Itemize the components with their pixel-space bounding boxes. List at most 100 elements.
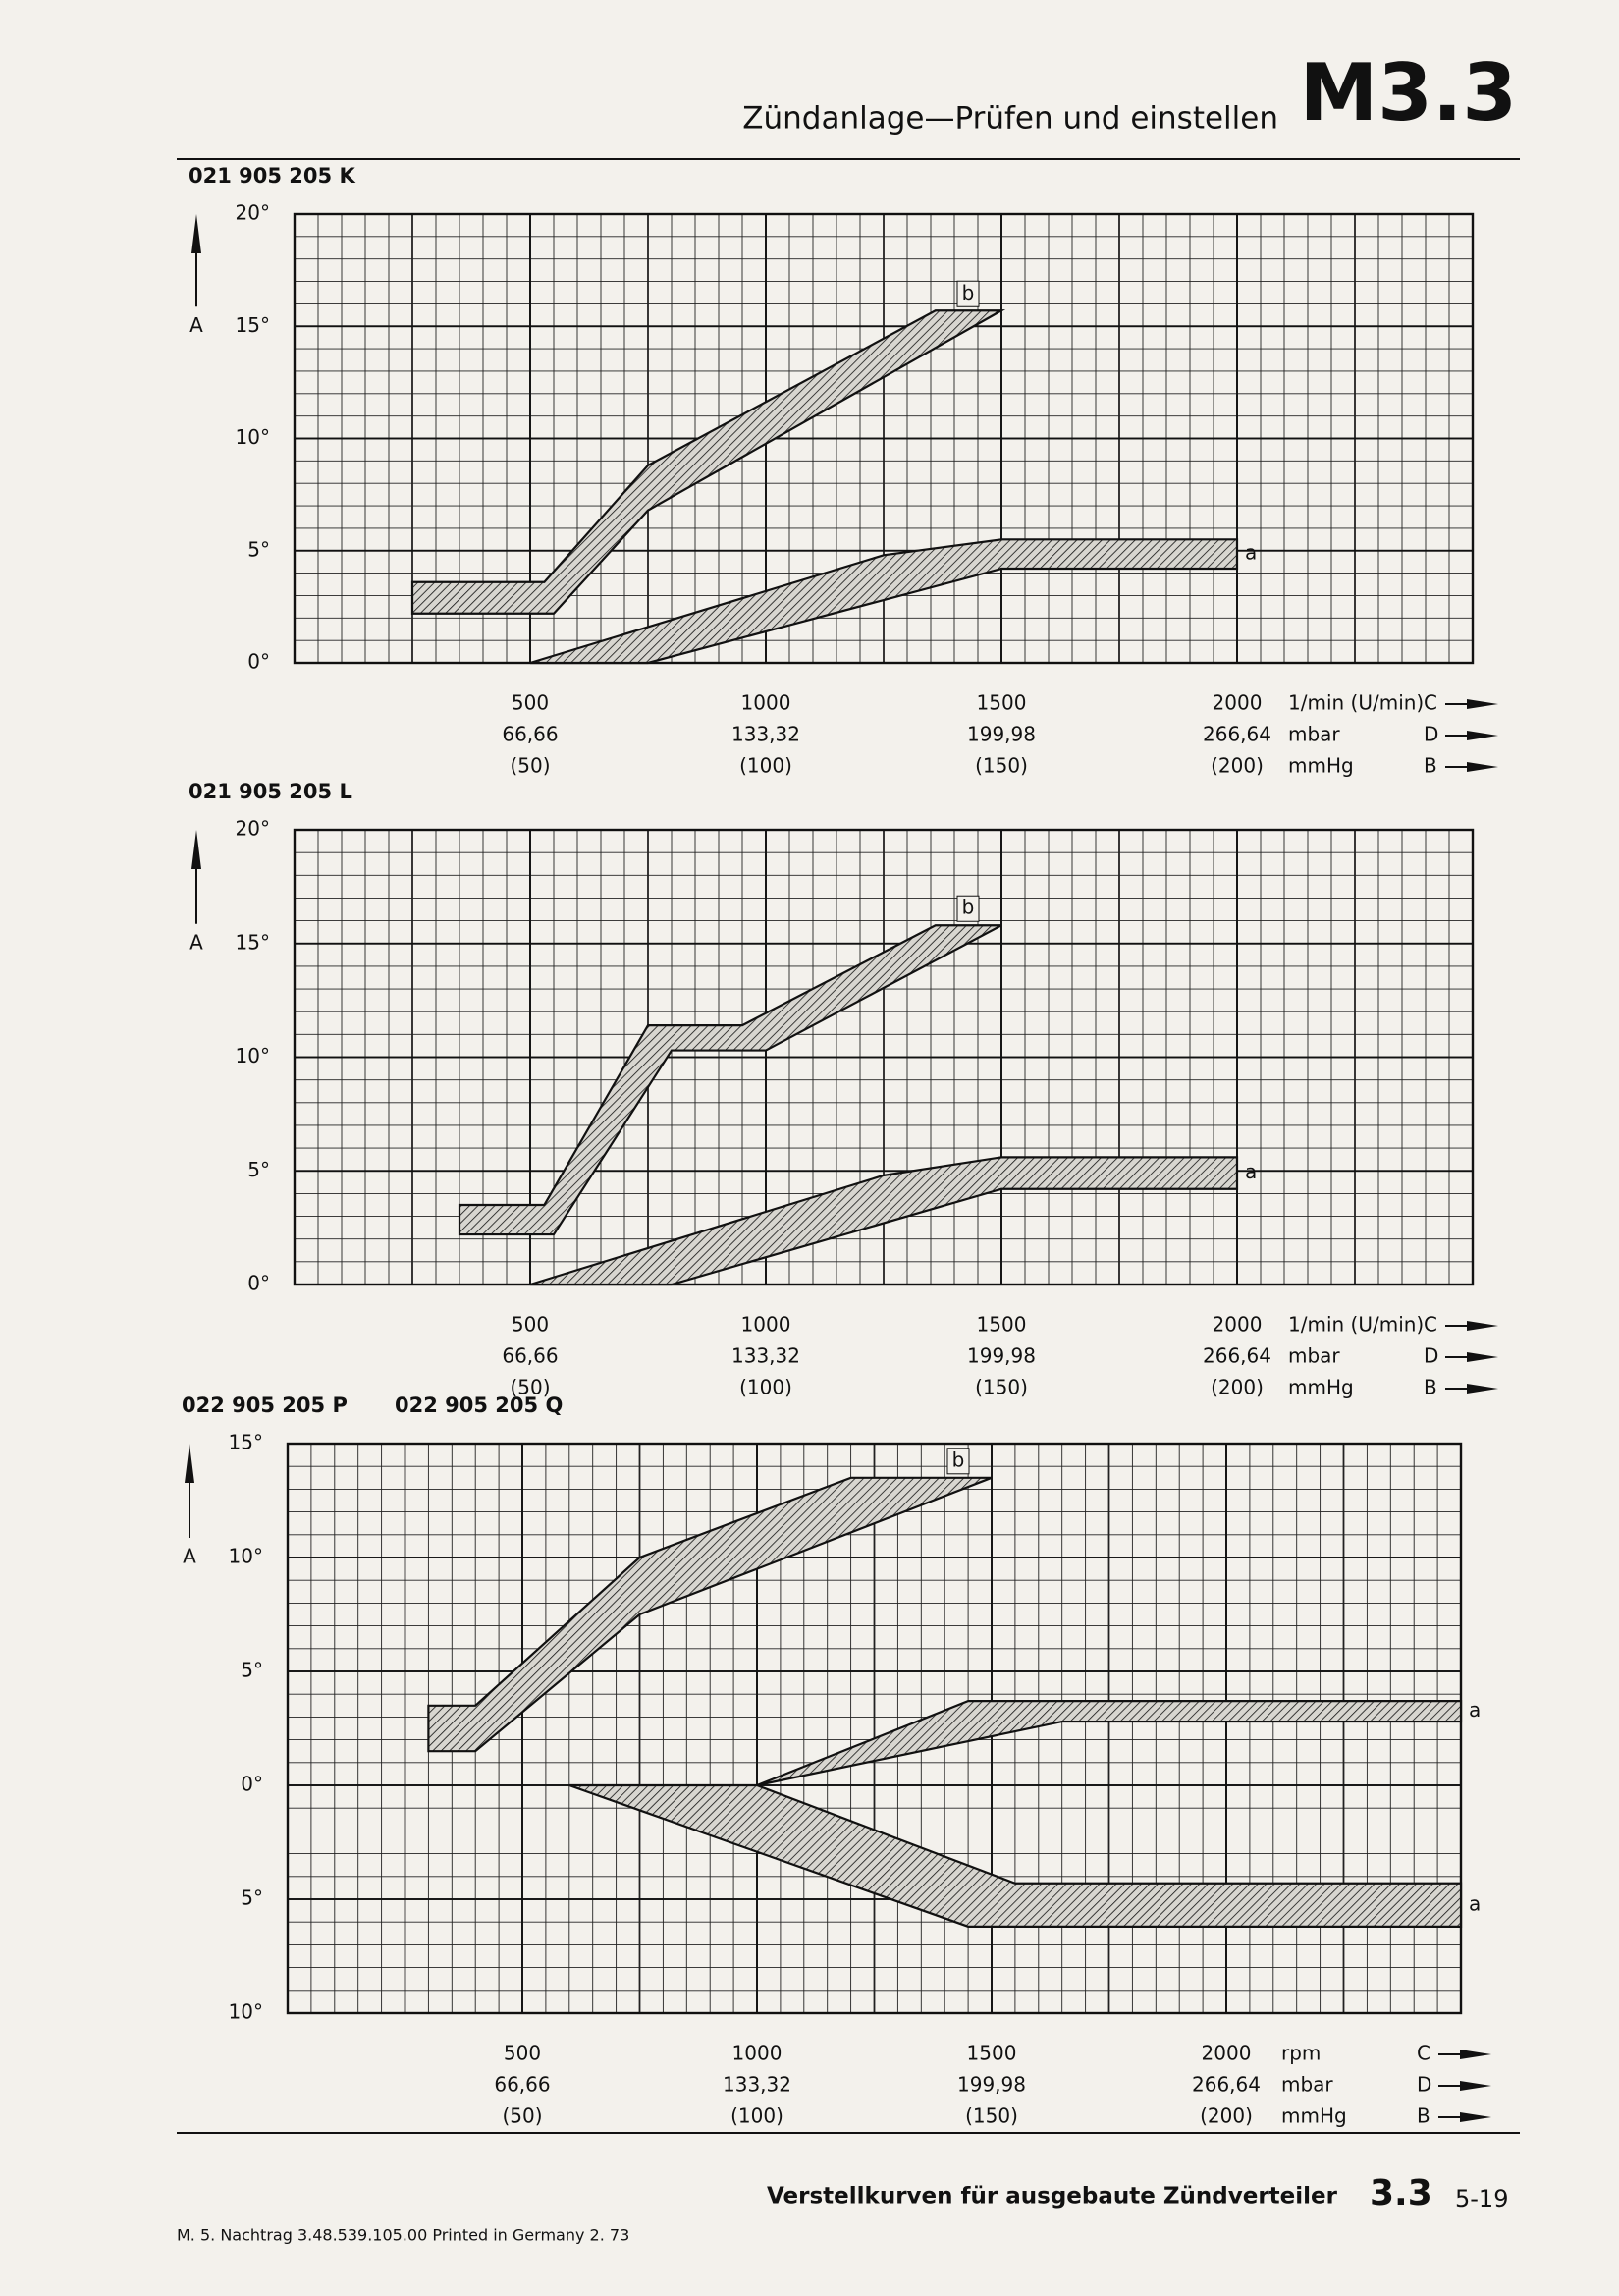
part-number: 022 905 205 P (182, 1394, 348, 1417)
footer-imprint: M. 5. Nachtrag 3.48.539.105.00 Printed i… (177, 2226, 629, 2245)
x-tick-label-secondary: 266,64 (1192, 2073, 1261, 2097)
y-tick-label: 0° (247, 1272, 270, 1295)
y-tick-label: 15° (229, 1431, 263, 1454)
x-tick-label-secondary: (50) (510, 754, 550, 778)
x-tick-label-secondary: 133,32 (731, 1344, 800, 1368)
arrow-head (1467, 762, 1498, 772)
advance-band (756, 1700, 1463, 1787)
y-tick-label: 0° (247, 650, 270, 674)
y-tick-label: 10° (229, 1545, 263, 1568)
arrow-head (1467, 1352, 1498, 1362)
arrow-head (1467, 699, 1498, 709)
x-tick-label-secondary: (100) (739, 1376, 792, 1399)
advance-band (529, 1156, 1239, 1286)
x-tick-label: 1000 (741, 1313, 791, 1337)
x-tick-label-secondary: (200) (1211, 754, 1264, 778)
x-tick-label-secondary: 199,98 (957, 2073, 1026, 2097)
x-tick-label-secondary: (100) (739, 754, 792, 778)
x-tick-label: 500 (504, 2042, 541, 2065)
part-number: 021 905 205 L (189, 780, 352, 803)
x-tick-label-secondary: (100) (730, 2105, 783, 2128)
x-unit: 1/min (U/min) (1288, 691, 1424, 715)
x-tick-label: 1500 (977, 691, 1027, 715)
y-tick-label: 20° (236, 817, 270, 841)
x-scale-letter: C (1424, 1313, 1437, 1337)
arrow-head (1467, 1384, 1498, 1394)
y-tick-label: 5° (247, 1158, 270, 1181)
x-scale-letter: D (1424, 1344, 1438, 1368)
band-label-box (956, 895, 980, 922)
y-tick-label: 5° (241, 1886, 263, 1910)
x-unit: mmHg (1281, 2105, 1347, 2128)
x-scale-letter: B (1424, 1376, 1437, 1399)
x-unit: mmHg (1288, 754, 1354, 778)
x-unit: mbar (1281, 2073, 1333, 2097)
y-tick-label: 15° (236, 930, 270, 954)
x-tick-label: 2000 (1202, 2042, 1252, 2065)
x-scale-letter: B (1424, 754, 1437, 778)
footer-caption: Verstellkurven für ausgebaute Zündvertei… (767, 2184, 1338, 2210)
y-axis-label: A (189, 930, 203, 954)
band-label: a (1245, 541, 1257, 565)
band-label-box (946, 1448, 970, 1475)
x-unit: mbar (1288, 1344, 1340, 1368)
x-tick-label-secondary: 66,66 (494, 2073, 550, 2097)
x-tick-label-secondary: (200) (1211, 1376, 1264, 1399)
y-axis-arrow-head (191, 214, 201, 253)
x-unit: 1/min (U/min) (1288, 1313, 1424, 1337)
y-axis-arrow-head (191, 830, 201, 869)
x-tick-label: 2000 (1213, 691, 1263, 715)
x-tick-label-secondary: (50) (510, 1376, 550, 1399)
x-unit: rpm (1281, 2042, 1321, 2065)
x-tick-label: 500 (512, 691, 549, 715)
x-tick-label-secondary: (150) (975, 754, 1028, 778)
x-tick-label-secondary: 66,66 (502, 723, 558, 746)
x-scale-letter: B (1417, 2105, 1430, 2128)
x-tick-label: 1000 (732, 2042, 783, 2065)
x-tick-label: 2000 (1213, 1313, 1263, 1337)
x-unit: mbar (1288, 723, 1340, 746)
advance-band (458, 924, 1002, 1236)
x-tick-label-secondary: 133,32 (731, 723, 800, 746)
x-tick-label: 500 (512, 1313, 549, 1337)
y-tick-label: 15° (236, 313, 270, 337)
x-tick-label-secondary: 199,98 (967, 1344, 1036, 1368)
x-unit: mmHg (1288, 1376, 1354, 1399)
y-tick-label: 10° (236, 1044, 270, 1067)
x-tick-label-secondary: (150) (975, 1376, 1028, 1399)
header-title: Zündanlage—Prüfen und einstellen (742, 101, 1278, 137)
x-scale-letter: C (1424, 691, 1437, 715)
x-tick-label-secondary: (150) (965, 2105, 1018, 2128)
x-tick-label-secondary: 199,98 (967, 723, 1036, 746)
advance-band (529, 538, 1239, 665)
x-tick-label-secondary: 133,32 (723, 2073, 791, 2097)
footer-section: 3.3 (1370, 2173, 1432, 2214)
x-tick-label: 1000 (741, 691, 791, 715)
x-tick-label: 1500 (977, 1313, 1027, 1337)
x-tick-label-secondary: (200) (1200, 2105, 1253, 2128)
x-tick-label-secondary: 266,64 (1203, 1344, 1271, 1368)
x-tick-label: 1500 (967, 2042, 1017, 2065)
y-tick-label: 20° (236, 201, 270, 225)
band-label: a (1469, 1891, 1481, 1915)
band-label-box (956, 280, 980, 307)
advance-band (410, 309, 1006, 615)
band-label: b (962, 896, 975, 919)
y-axis-arrow-head (185, 1444, 194, 1483)
header-code: M3.3 (1300, 47, 1517, 138)
arrow-head (1467, 1321, 1498, 1331)
arrow-head (1460, 2112, 1491, 2122)
y-tick-label: 5° (241, 1659, 263, 1682)
band-label: a (1469, 1698, 1481, 1722)
x-tick-label-secondary: 266,64 (1203, 723, 1271, 746)
footer-page: 5-19 (1455, 2185, 1508, 2213)
arrow-head (1467, 731, 1498, 740)
x-tick-label-secondary: 66,66 (502, 1344, 558, 1368)
arrow-head (1460, 2081, 1491, 2091)
y-tick-label: 10° (236, 425, 270, 449)
advance-band (427, 1476, 993, 1753)
band-label: b (962, 281, 975, 304)
y-axis-label: A (189, 313, 203, 337)
